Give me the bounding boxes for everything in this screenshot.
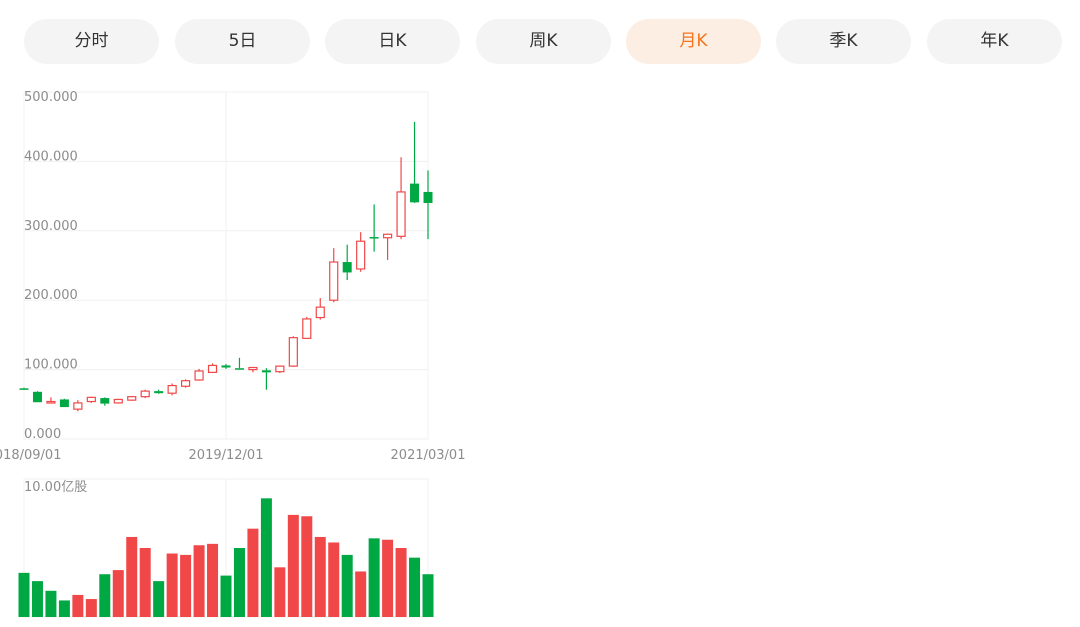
date-tick-label: 2021/03/01: [391, 448, 466, 463]
candle-body-up: [73, 402, 83, 410]
volume-bar: [153, 581, 165, 617]
volume-bar: [341, 554, 353, 617]
volume-bar: [395, 548, 407, 617]
volume-bar: [220, 575, 232, 617]
volume-bar: [355, 571, 367, 617]
volume-bar: [287, 514, 299, 617]
candle-body-up: [288, 337, 298, 367]
date-tick-label: 2019/12/01: [189, 448, 264, 463]
volume-bar: [126, 536, 138, 617]
tab-yearly-k[interactable]: 年K: [927, 19, 1062, 64]
volume-bar: [99, 574, 111, 617]
volume-bar: [31, 581, 43, 617]
volume-bar: [193, 545, 205, 617]
candle-body-down: [32, 391, 42, 403]
price-tick-label: 500.000: [24, 90, 78, 105]
candle-body-down: [234, 368, 244, 370]
candle-body-down: [423, 191, 433, 204]
tab-weekly-k[interactable]: 周K: [476, 19, 611, 64]
tab-5day[interactable]: 5日: [175, 19, 310, 64]
volume-bar: [139, 548, 151, 617]
volume-bar: [301, 516, 313, 617]
tab-quarterly-k[interactable]: 季K: [776, 19, 911, 64]
candle-body-up: [86, 396, 96, 403]
candle-body-up: [194, 370, 204, 381]
candle-body-down: [19, 388, 29, 390]
candle-body-up: [46, 400, 56, 404]
date-tick-label: 2018/09/01: [0, 448, 61, 463]
tab-daily-k[interactable]: 日K: [325, 19, 460, 64]
candle-body-up: [383, 233, 393, 239]
candle-body-down: [221, 365, 231, 368]
candle-body-down: [342, 262, 352, 273]
volume-bar: [314, 536, 326, 617]
volume-bar: [409, 557, 421, 617]
candle-body-down: [100, 398, 110, 404]
volume-bar: [382, 539, 394, 617]
candle-body-down: [410, 183, 420, 203]
candle-body-up: [248, 366, 258, 371]
volume-bar: [328, 542, 340, 617]
tab-monthly-k[interactable]: 月K: [626, 19, 761, 64]
candle-body-down: [59, 399, 69, 408]
volume-bar: [58, 600, 70, 617]
candle-body-up: [167, 384, 177, 394]
volume-bar: [85, 599, 97, 617]
candle-body-up: [329, 261, 339, 301]
candle-body-up: [302, 318, 312, 339]
price-tick-label: 100.000: [24, 358, 78, 373]
volume-bar: [112, 570, 124, 617]
period-tabs: 分时 5日 日K 周K 月K 季K 年K: [24, 19, 1062, 64]
volume-bar: [72, 594, 84, 617]
volume-bar: [274, 567, 286, 617]
candle-body-up: [207, 364, 218, 373]
price-tick-label: 300.000: [24, 219, 78, 234]
candle-body-up: [356, 240, 366, 270]
candle-body-up: [127, 396, 137, 401]
candle-body-up: [113, 398, 123, 404]
volume-bar: [247, 528, 259, 617]
volume-bar: [368, 538, 380, 617]
candle-body-up: [396, 191, 406, 237]
volume-bar: [207, 543, 219, 617]
price-tick-label: 400.000: [24, 149, 78, 164]
volume-bar: [180, 554, 192, 617]
volume-bar: [45, 590, 57, 617]
price-tick-label: 200.000: [24, 288, 78, 303]
candle-body-up: [181, 380, 191, 387]
candle-body-up: [275, 365, 285, 373]
volume-bar: [18, 572, 30, 617]
volume-bar: [233, 548, 245, 617]
candle-body-up: [140, 390, 150, 398]
tab-intraday[interactable]: 分时: [24, 19, 159, 64]
candle-body-down: [369, 237, 379, 239]
volume-max-label: 10.00亿股: [24, 480, 87, 495]
candle-body-down: [154, 391, 164, 394]
volume-bar: [260, 498, 272, 617]
volume-bar: [422, 574, 434, 617]
candle-body-up: [315, 306, 325, 319]
price-tick-label: 0.000: [24, 427, 61, 442]
candle-body-down: [261, 370, 271, 373]
volume-bar: [166, 553, 178, 617]
